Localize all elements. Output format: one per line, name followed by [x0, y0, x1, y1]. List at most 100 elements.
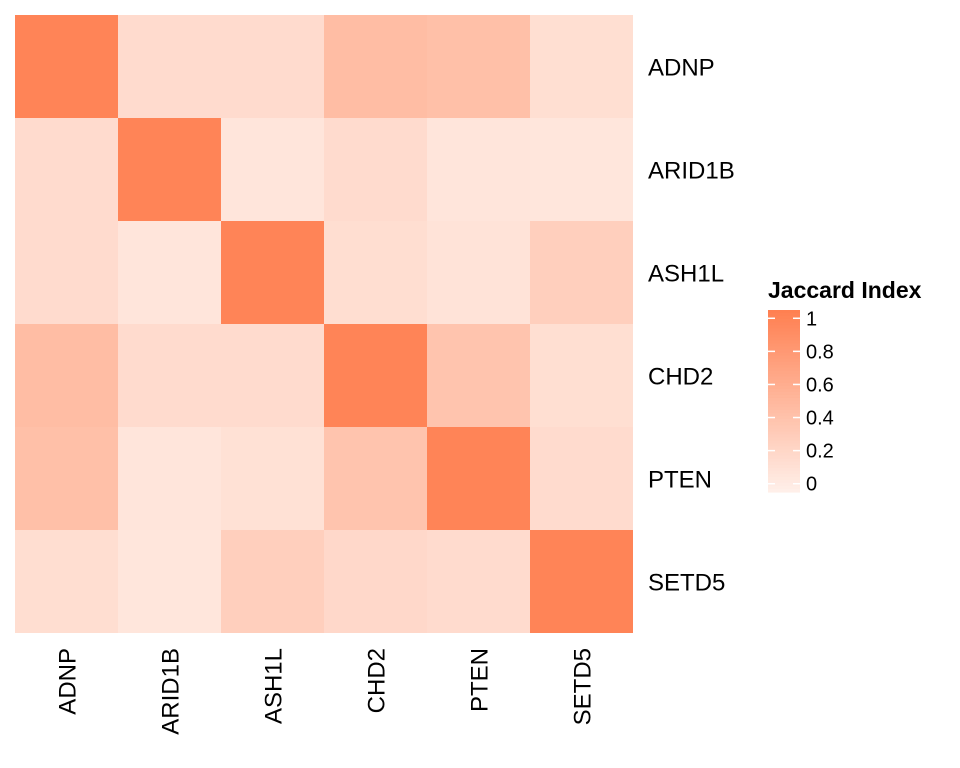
heatmap-cell-setd5-adnp [15, 530, 118, 633]
heatmap-cells [15, 15, 633, 633]
legend-gradient-step [768, 416, 800, 420]
legend-gradient-step [768, 379, 800, 384]
legend-gradient-step [768, 467, 800, 472]
legend-gradient-step [768, 479, 800, 484]
heatmap-cell-ash1l-arid1b [118, 221, 221, 324]
legend-gradient-step [768, 373, 800, 378]
legend-gradient-step [768, 470, 800, 475]
legend-gradient-step [768, 425, 800, 429]
heatmap-cell-arid1b-ash1l [221, 118, 324, 221]
legend-gradient-step [768, 361, 800, 366]
legend-gradient-step [768, 422, 800, 426]
legend-gradient-step [768, 364, 800, 369]
legend-gradient-step [768, 461, 800, 466]
heatmap-cell-setd5-setd5 [530, 530, 633, 633]
legend-gradient-step [768, 407, 800, 411]
legend-colorbar [768, 310, 800, 493]
y-tick-label-ash1l: ASH1L [648, 261, 724, 288]
heatmap-cell-setd5-arid1b [118, 530, 221, 633]
heatmap-cell-adnp-ash1l [221, 15, 324, 118]
legend-gradient-step [768, 349, 800, 354]
legend-gradient-step [768, 322, 800, 326]
legend-gradient-step [768, 355, 800, 360]
legend-gradient-step [768, 319, 800, 323]
heatmap-cell-ash1l-ash1l [221, 221, 324, 324]
legend-gradient-step [768, 325, 800, 329]
legend-gradient-step [768, 340, 800, 344]
color-legend: Jaccard Index 1 0.8 0.6 0.4 0.2 0 [768, 277, 922, 496]
legend-gradient-step [768, 397, 800, 402]
legend-gradient-step [768, 358, 800, 363]
x-tick-label-setd5: SETD5 [570, 648, 597, 725]
legend-gradient-step [768, 437, 800, 442]
x-tick-label-pten: PTEN [467, 648, 494, 712]
legend-gradient-step [768, 385, 800, 390]
legend-gradient-step [768, 370, 800, 375]
legend-gradient-step [768, 352, 800, 357]
heatmap-cell-pten-setd5 [530, 427, 633, 530]
y-tick-label-arid1b: ARID1B [648, 158, 735, 185]
legend-gradient-step [768, 473, 800, 478]
legend-gradient-step [768, 313, 800, 317]
legend-gradient-step [768, 434, 800, 438]
legend-tick-label: 0.6 [806, 374, 834, 396]
legend-gradient-step [768, 455, 800, 460]
heatmap-cell-setd5-chd2 [324, 530, 427, 633]
legend-tick-label: 0.4 [806, 408, 834, 430]
legend-gradient-step [768, 452, 800, 457]
legend-gradient-step [768, 440, 800, 445]
heatmap-cell-setd5-ash1l [221, 530, 324, 633]
legend-title: Jaccard Index [768, 277, 922, 303]
heatmap-cell-chd2-ash1l [221, 324, 324, 427]
heatmap-cell-adnp-arid1b [118, 15, 221, 118]
y-axis-labels: ADNP ARID1B ASH1L CHD2 PTEN SETD5 [648, 55, 735, 597]
x-axis-labels: ADNP ARID1B ASH1L CHD2 PTEN SETD5 [55, 648, 597, 735]
legend-gradient-step [768, 482, 800, 487]
heatmap-cell-ash1l-pten [427, 221, 530, 324]
heatmap-cell-pten-chd2 [324, 427, 427, 530]
heatmap-cell-chd2-chd2 [324, 324, 427, 427]
legend-gradient-step [768, 419, 800, 423]
legend-gradient-step [768, 413, 800, 417]
heatmap-cell-chd2-pten [427, 324, 530, 427]
y-tick-label-adnp: ADNP [648, 55, 715, 82]
heatmap-cell-arid1b-chd2 [324, 118, 427, 221]
legend-gradient-step [768, 328, 800, 332]
heatmap-cell-arid1b-arid1b [118, 118, 221, 221]
legend-gradient-step [768, 346, 800, 351]
legend-gradient-step [768, 431, 800, 435]
legend-gradient-step [768, 310, 800, 314]
x-tick-label-ash1l: ASH1L [261, 648, 288, 724]
legend-gradient-step [768, 485, 800, 490]
legend-gradient-step [768, 367, 800, 372]
legend-gradient-step [768, 458, 800, 463]
heatmap-cell-pten-arid1b [118, 427, 221, 530]
legend-ticks: 1 0.8 0.6 0.4 0.2 0 [768, 308, 834, 496]
heatmap-cell-ash1l-chd2 [324, 221, 427, 324]
legend-gradient-step [768, 388, 800, 393]
heatmap-cell-chd2-setd5 [530, 324, 633, 427]
heatmap-cell-ash1l-setd5 [530, 221, 633, 324]
legend-gradient-step [768, 376, 800, 381]
legend-gradient-step [768, 476, 800, 481]
heatmap-cell-pten-pten [427, 427, 530, 530]
legend-gradient-step [768, 464, 800, 469]
legend-gradient-step [768, 404, 800, 408]
heatmap-cell-adnp-adnp [15, 15, 118, 118]
heatmap-cell-arid1b-setd5 [530, 118, 633, 221]
legend-gradient-step [768, 446, 800, 451]
heatmap-cell-arid1b-adnp [15, 118, 118, 221]
legend-gradient-step [768, 343, 800, 347]
heatmap-cell-setd5-pten [427, 530, 530, 633]
legend-gradient-step [768, 401, 800, 405]
heatmap-cell-chd2-arid1b [118, 324, 221, 427]
heatmap-cell-pten-adnp [15, 427, 118, 530]
heatmap-cell-adnp-pten [427, 15, 530, 118]
legend-gradient-step [768, 410, 800, 414]
legend-tick-label: 0.2 [806, 441, 834, 463]
legend-gradient-step [768, 316, 800, 320]
heatmap-cell-pten-ash1l [221, 427, 324, 530]
heatmap-cell-adnp-chd2 [324, 15, 427, 118]
legend-gradient-step [768, 428, 800, 432]
